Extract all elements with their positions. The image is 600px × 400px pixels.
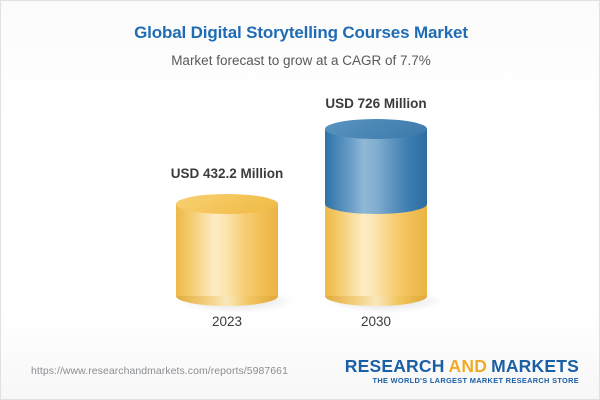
bar-value-label-2023: USD 432.2 Million — [170, 166, 284, 181]
cylinder-top-cap — [176, 194, 278, 214]
bar-group-2030[interactable]: USD 726 Million 2030 — [266, 86, 486, 346]
cylinder-body — [176, 204, 278, 296]
logo-tagline: THE WORLD'S LARGEST MARKET RESEARCH STOR… — [372, 376, 579, 385]
bar-category-label-2030: 2030 — [360, 314, 392, 329]
cylinder-2023[interactable] — [176, 194, 292, 312]
research-and-markets-logo[interactable]: RESEARCH AND MARKETS THE WORLD'S LARGEST M… — [345, 357, 579, 386]
cylinder-body — [325, 129, 427, 204]
bar-segment-base-2023 — [176, 194, 278, 306]
page-title: Global Digital Storytelling Courses Mark… — [134, 23, 468, 42]
bar-value-label-2030: USD 726 Million — [325, 96, 427, 111]
plot-area: USD 432.2 Million 2023 USD 726 Million — [1, 86, 599, 346]
logo-word-and: AND — [448, 356, 488, 376]
report-url-link[interactable]: https://www.researchandmarkets.com/repor… — [31, 365, 288, 377]
logo-word-markets: MARKETS — [491, 356, 579, 376]
cylinder-top-cap — [325, 119, 427, 139]
cylinder-2030[interactable] — [325, 119, 441, 312]
bar-category-label-2023: 2023 — [211, 314, 243, 329]
bar-segment-growth-2030 — [325, 119, 427, 214]
bar-group-2023[interactable]: USD 432.2 Million 2023 — [117, 86, 337, 346]
logo-word-research: RESEARCH — [344, 356, 445, 376]
chart-subtitle: Market forecast to grow at a CAGR of 7.7… — [171, 53, 431, 68]
logo-wordmark: RESEARCH AND MARKETS — [345, 357, 579, 376]
footer: https://www.researchandmarkets.com/repor… — [1, 347, 599, 399]
